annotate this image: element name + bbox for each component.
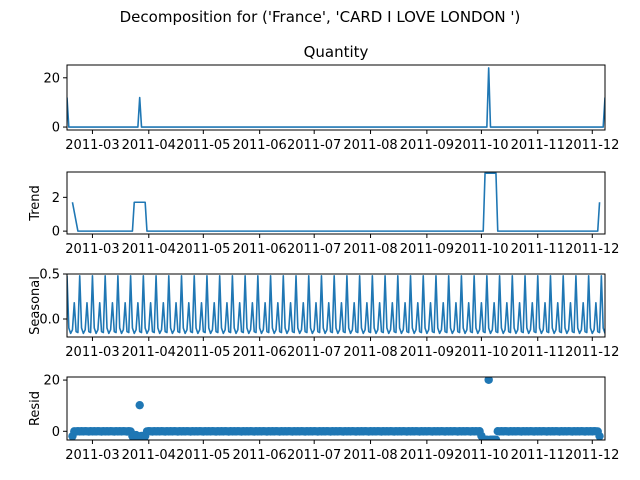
- x-tick-label: 2011-07: [287, 242, 341, 257]
- x-tick-label: 2011-05: [176, 345, 230, 360]
- y-tick-label: 20: [43, 374, 60, 389]
- x-tick-label: 2011-08: [343, 345, 397, 360]
- x-tick-label: 2011-12: [565, 345, 619, 360]
- seasonal-data: [67, 275, 605, 335]
- x-tick-label: 2011-10: [454, 242, 508, 257]
- x-tick-label: 2011-12: [565, 242, 619, 257]
- x-tick-label: 2011-04: [122, 242, 176, 257]
- y-tick-label: 0: [52, 425, 60, 440]
- seasonal-axes-frame: [66, 273, 606, 338]
- y-axis-label: Trend: [28, 185, 43, 222]
- x-tick-label: 2011-09: [400, 138, 454, 153]
- x-tick-label: 2011-09: [400, 242, 454, 257]
- y-tick-label: 20: [43, 71, 60, 86]
- observed-axes-frame: [66, 64, 606, 131]
- y-tick-label: 0: [52, 121, 60, 136]
- x-tick-label: 2011-06: [232, 448, 286, 463]
- x-tick-label: 2011-05: [176, 242, 230, 257]
- x-tick-label: 2011-04: [122, 345, 176, 360]
- x-tick-label: 2011-11: [511, 242, 565, 257]
- x-tick-label: 2011-06: [232, 138, 286, 153]
- x-tick-label: 2011-08: [343, 138, 397, 153]
- x-tick-label: 2011-07: [287, 448, 341, 463]
- x-tick-label: 2011-04: [122, 138, 176, 153]
- x-tick-label: 2011-03: [65, 138, 119, 153]
- x-tick-label: 2011-09: [400, 345, 454, 360]
- subplot-title: Quantity: [304, 43, 369, 61]
- x-tick-label: 2011-09: [400, 448, 454, 463]
- x-tick-label: 2011-03: [65, 242, 119, 257]
- x-tick-label: 2011-07: [287, 345, 341, 360]
- x-tick-label: 2011-06: [232, 345, 286, 360]
- resid-data: [68, 377, 604, 440]
- x-tick-label: 2011-06: [232, 242, 286, 257]
- x-tick-label: 2011-12: [565, 138, 619, 153]
- x-tick-label: 2011-07: [287, 138, 341, 153]
- observed-data: [67, 67, 605, 128]
- trend-axes-frame: [66, 171, 606, 235]
- x-tick-label: 2011-10: [454, 345, 508, 360]
- x-tick-label: 2011-10: [454, 448, 508, 463]
- resid-point: [595, 431, 604, 440]
- observed-series-line: [67, 67, 605, 128]
- x-tick-label: 2011-11: [511, 345, 565, 360]
- y-tick-label: 2: [52, 191, 60, 206]
- y-tick-label: 0: [52, 225, 60, 240]
- y-axis-label: Seasonal: [28, 276, 43, 335]
- seasonal-series-line: [67, 275, 605, 335]
- x-tick-label: 2011-05: [176, 448, 230, 463]
- resid-point: [135, 400, 144, 410]
- x-tick-label: 2011-10: [454, 138, 508, 153]
- x-tick-label: 2011-04: [122, 448, 176, 463]
- x-tick-label: 2011-12: [565, 448, 619, 463]
- figure-suptitle: Decomposition for ('France', 'CARD I LOV…: [120, 8, 521, 26]
- y-tick-label: 0.0: [39, 313, 60, 328]
- x-tick-label: 2011-08: [343, 242, 397, 257]
- resid-axes-frame: [66, 376, 606, 441]
- trend-data: [71, 172, 601, 232]
- resid-point: [484, 377, 493, 385]
- x-tick-label: 2011-11: [511, 448, 565, 463]
- trend-series-line: [71, 172, 601, 232]
- x-tick-label: 2011-08: [343, 448, 397, 463]
- resid-point: [491, 435, 501, 440]
- y-axis-label: Resid: [28, 391, 43, 426]
- x-tick-label: 2011-03: [65, 448, 119, 463]
- y-tick-label: 0.5: [39, 268, 60, 283]
- x-tick-label: 2011-05: [176, 138, 230, 153]
- x-tick-label: 2011-03: [65, 345, 119, 360]
- x-tick-label: 2011-11: [511, 138, 565, 153]
